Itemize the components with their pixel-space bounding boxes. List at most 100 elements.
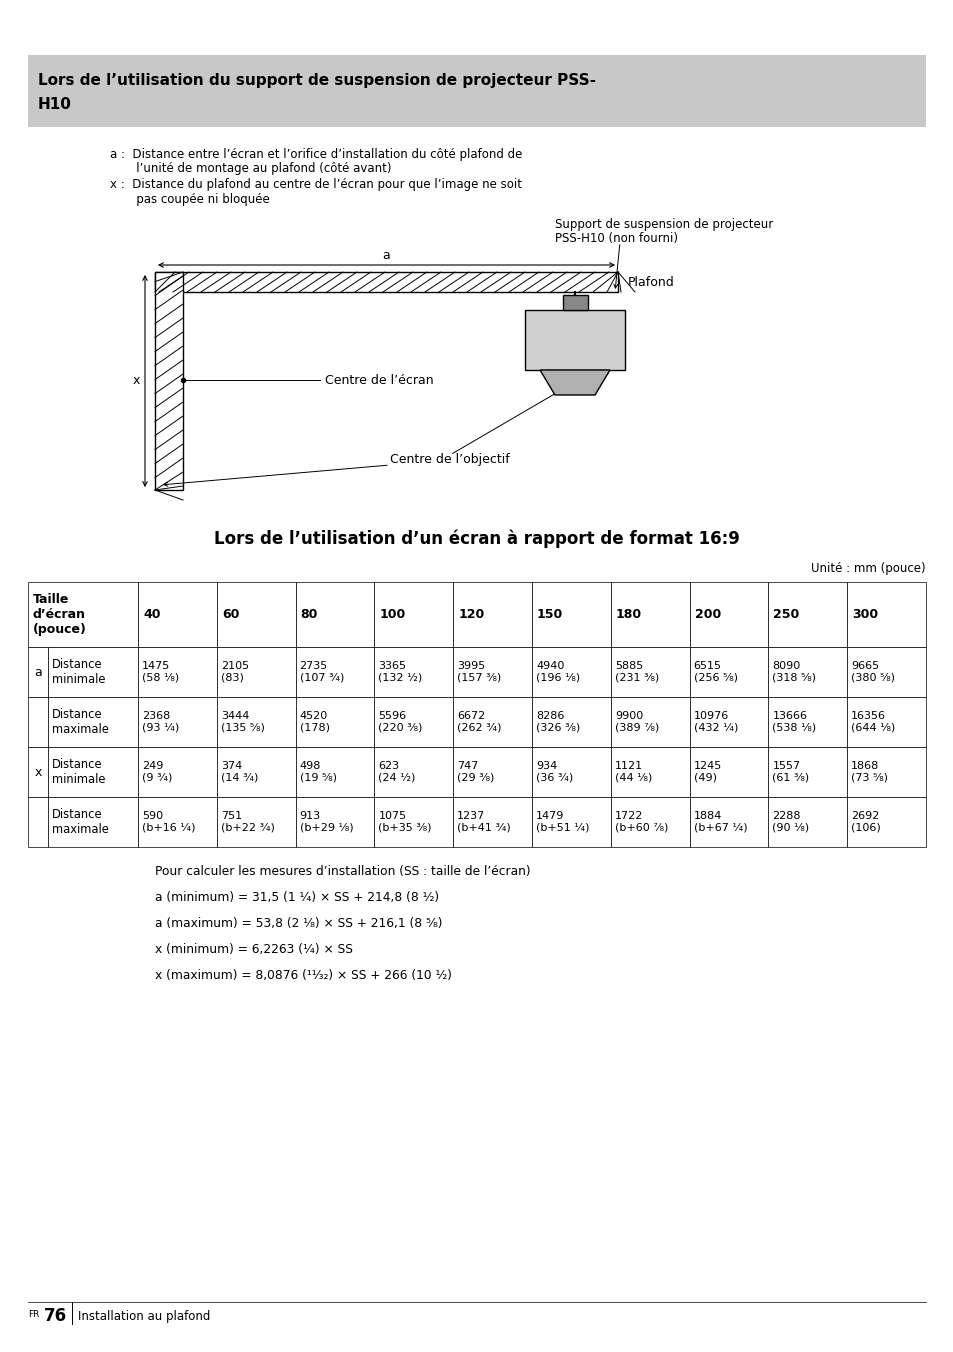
Text: a (minimum) = 31,5 (1 ¹⁄₄) × SS + 214,8 (8 ¹⁄₂): a (minimum) = 31,5 (1 ¹⁄₄) × SS + 214,8 … xyxy=(154,891,438,904)
Bar xyxy=(562,295,587,310)
Text: 80: 80 xyxy=(300,608,317,621)
Text: a :  Distance entre l’écran et l’orifice d’installation du côté plafond de: a : Distance entre l’écran et l’orifice … xyxy=(110,147,522,161)
Text: 8286
(326 ³⁄₈): 8286 (326 ³⁄₈) xyxy=(536,711,579,733)
Text: 2735
(107 ³⁄₄): 2735 (107 ³⁄₄) xyxy=(299,661,344,683)
Text: Distance
minimale: Distance minimale xyxy=(52,758,106,786)
Text: 6515
(256 ⁵⁄₈): 6515 (256 ⁵⁄₈) xyxy=(693,661,737,683)
Bar xyxy=(138,648,216,698)
Bar xyxy=(532,698,610,748)
Text: 374
(14 ³⁄₄): 374 (14 ³⁄₄) xyxy=(220,761,258,783)
Text: 249
(9 ³⁄₄): 249 (9 ³⁄₄) xyxy=(142,761,172,783)
Text: Distance
maximale: Distance maximale xyxy=(52,808,109,836)
Text: x: x xyxy=(132,375,140,388)
Text: 1557
(61 ³⁄₈): 1557 (61 ³⁄₈) xyxy=(772,761,809,783)
Text: 2368
(93 ¹⁄₄): 2368 (93 ¹⁄₄) xyxy=(142,711,179,733)
Bar xyxy=(846,796,925,846)
Text: H10: H10 xyxy=(38,97,71,112)
Bar xyxy=(374,581,453,648)
Bar xyxy=(28,55,925,127)
Bar xyxy=(28,796,48,846)
Text: l’unité de montage au plafond (côté avant): l’unité de montage au plafond (côté avan… xyxy=(110,162,391,174)
Bar xyxy=(216,581,295,648)
Bar xyxy=(295,796,374,846)
Bar xyxy=(532,648,610,698)
Text: 1479
(b+51 ¹⁄₄): 1479 (b+51 ¹⁄₄) xyxy=(536,811,589,833)
Bar xyxy=(610,796,689,846)
Text: 1722
(b+60 ⁷⁄₈): 1722 (b+60 ⁷⁄₈) xyxy=(614,811,667,833)
Bar xyxy=(154,272,618,292)
Bar xyxy=(453,581,532,648)
Bar xyxy=(28,581,138,648)
Bar xyxy=(138,748,216,796)
Text: 1868
(73 ⁵⁄₈): 1868 (73 ⁵⁄₈) xyxy=(850,761,887,783)
Text: FR: FR xyxy=(28,1310,39,1320)
Text: 5885
(231 ³⁄₈): 5885 (231 ³⁄₈) xyxy=(614,661,659,683)
Bar xyxy=(138,698,216,748)
Text: x: x xyxy=(34,765,42,779)
Text: 13666
(538 ¹⁄₈): 13666 (538 ¹⁄₈) xyxy=(772,711,816,733)
Bar xyxy=(689,748,767,796)
Text: 751
(b+22 ³⁄₄): 751 (b+22 ³⁄₄) xyxy=(220,811,274,833)
Text: 3365
(132 ¹⁄₂): 3365 (132 ¹⁄₂) xyxy=(378,661,422,683)
Text: 76: 76 xyxy=(44,1307,67,1325)
Text: Pour calculer les mesures d’installation (SS : taille de l’écran): Pour calculer les mesures d’installation… xyxy=(154,865,530,877)
Text: 40: 40 xyxy=(143,608,160,621)
Text: 60: 60 xyxy=(221,608,239,621)
Text: 4940
(196 ¹⁄₈): 4940 (196 ¹⁄₈) xyxy=(536,661,579,683)
Text: 9665
(380 ⁵⁄₈): 9665 (380 ⁵⁄₈) xyxy=(850,661,894,683)
Bar xyxy=(295,748,374,796)
Bar xyxy=(689,648,767,698)
Bar xyxy=(453,748,532,796)
Bar xyxy=(767,581,846,648)
Text: 1245
(49): 1245 (49) xyxy=(693,761,721,783)
Bar xyxy=(216,698,295,748)
Text: pas coupée ni bloquée: pas coupée ni bloquée xyxy=(110,193,270,206)
Text: 1884
(b+67 ¹⁄₄): 1884 (b+67 ¹⁄₄) xyxy=(693,811,746,833)
Bar xyxy=(689,581,767,648)
Bar xyxy=(767,648,846,698)
Bar xyxy=(28,698,48,748)
Text: 3444
(135 ⁵⁄₈): 3444 (135 ⁵⁄₈) xyxy=(220,711,264,733)
Bar xyxy=(28,748,48,796)
Text: a (maximum) = 53,8 (2 ¹⁄₈) × SS + 216,1 (8 ⁵⁄₈): a (maximum) = 53,8 (2 ¹⁄₈) × SS + 216,1 … xyxy=(154,917,442,930)
Bar xyxy=(846,698,925,748)
Bar xyxy=(610,648,689,698)
Text: 1475
(58 ¹⁄₈): 1475 (58 ¹⁄₈) xyxy=(142,661,179,683)
Text: 6672
(262 ³⁄₄): 6672 (262 ³⁄₄) xyxy=(456,711,501,733)
Bar xyxy=(532,796,610,846)
Text: Unité : mm (pouce): Unité : mm (pouce) xyxy=(810,562,925,575)
Bar xyxy=(48,698,138,748)
Bar xyxy=(374,796,453,846)
Bar xyxy=(532,581,610,648)
Bar xyxy=(767,796,846,846)
Bar xyxy=(610,698,689,748)
Text: 1075
(b+35 ³⁄₈): 1075 (b+35 ³⁄₈) xyxy=(378,811,432,833)
Bar xyxy=(48,796,138,846)
Text: Lors de l’utilisation d’un écran à rapport de format 16:9: Lors de l’utilisation d’un écran à rappo… xyxy=(213,530,740,549)
Bar xyxy=(374,648,453,698)
Text: a: a xyxy=(382,249,390,262)
Text: 10976
(432 ¹⁄₄): 10976 (432 ¹⁄₄) xyxy=(693,711,738,733)
Text: 934
(36 ³⁄₄): 934 (36 ³⁄₄) xyxy=(536,761,573,783)
Text: 3995
(157 ³⁄₈): 3995 (157 ³⁄₈) xyxy=(456,661,501,683)
Bar xyxy=(846,748,925,796)
Text: 2105
(83): 2105 (83) xyxy=(220,661,249,683)
Text: 200: 200 xyxy=(694,608,720,621)
Text: Centre de l’écran: Centre de l’écran xyxy=(325,373,434,387)
Bar xyxy=(846,648,925,698)
Bar xyxy=(610,581,689,648)
Bar xyxy=(216,748,295,796)
Bar xyxy=(295,698,374,748)
Text: Distance
maximale: Distance maximale xyxy=(52,708,109,735)
Text: 120: 120 xyxy=(457,608,484,621)
Text: 2288
(90 ¹⁄₈): 2288 (90 ¹⁄₈) xyxy=(772,811,809,833)
Polygon shape xyxy=(539,370,609,395)
Bar xyxy=(295,581,374,648)
Bar xyxy=(610,748,689,796)
Bar xyxy=(453,698,532,748)
Bar xyxy=(524,310,624,370)
Text: 150: 150 xyxy=(537,608,562,621)
Text: 9900
(389 ⁷⁄₈): 9900 (389 ⁷⁄₈) xyxy=(614,711,659,733)
Bar xyxy=(48,748,138,796)
Text: x (maximum) = 8,0876 (¹¹⁄₃₂) × SS + 266 (10 ¹⁄₂): x (maximum) = 8,0876 (¹¹⁄₃₂) × SS + 266 … xyxy=(154,969,452,982)
